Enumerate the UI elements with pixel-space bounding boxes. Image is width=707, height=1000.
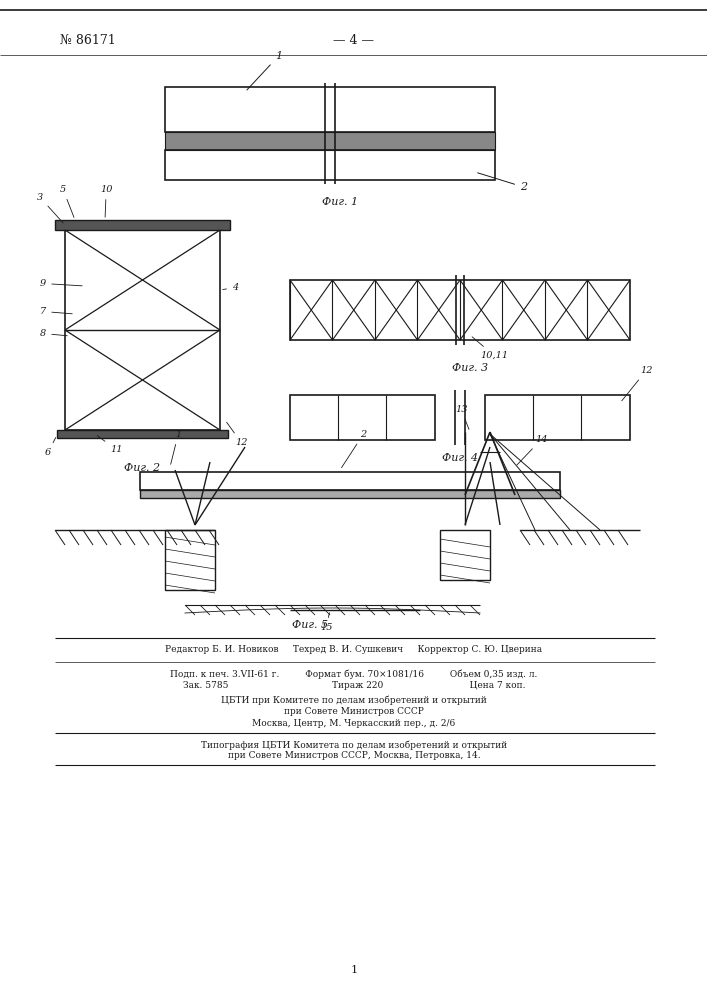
Bar [290, 395, 435, 440]
Text: Зак. 5785                                    Тираж 220                          : Зак. 5785 Тираж 220 [182, 682, 525, 690]
Text: Фиг. 5: Фиг. 5 [292, 620, 328, 630]
Text: 10,11: 10,11 [472, 337, 508, 360]
Text: 5: 5 [60, 185, 74, 217]
Text: 8: 8 [40, 329, 67, 338]
Text: 1: 1 [170, 430, 181, 464]
Text: 10: 10 [100, 185, 112, 217]
Text: 11: 11 [98, 436, 122, 454]
Bar [290, 280, 630, 340]
Bar [55, 220, 230, 230]
Bar [165, 530, 215, 590]
Text: 2: 2 [341, 430, 366, 468]
Text: Фиг. 3: Фиг. 3 [452, 363, 488, 373]
Bar [57, 430, 228, 438]
Text: 14: 14 [517, 435, 547, 465]
Text: 12: 12 [621, 366, 653, 401]
Text: 4: 4 [223, 283, 238, 292]
Text: 13: 13 [455, 405, 469, 429]
Bar [440, 530, 490, 580]
Text: Типография ЦБТИ Комитета по делам изобретений и открытий: Типография ЦБТИ Комитета по делам изобре… [201, 740, 507, 750]
Text: при Совете Министров СССР, Москва, Петровка, 14.: при Совете Министров СССР, Москва, Петро… [228, 752, 480, 760]
Text: Москва, Центр, М. Черкасский пер., д. 2/6: Москва, Центр, М. Черкасский пер., д. 2/… [252, 718, 455, 728]
Text: Фиг. 1: Фиг. 1 [322, 197, 358, 207]
Bar [165, 87, 495, 132]
Text: 1: 1 [351, 965, 358, 975]
Text: 1: 1 [247, 51, 282, 90]
Text: Редактор Б. И. Новиков     Техред В. И. Сушкевич     Корректор С. Ю. Цверина: Редактор Б. И. Новиков Техред В. И. Сушк… [165, 646, 542, 654]
Text: 6: 6 [45, 437, 56, 457]
Text: Фиг. 4: Фиг. 4 [442, 453, 478, 463]
Text: Подп. к печ. 3.VII-61 г.         Формат бум. 70×1081/16         Объем 0,35 изд. : Подп. к печ. 3.VII-61 г. Формат бум. 70×… [170, 669, 538, 679]
Text: — 4 —: — 4 — [334, 33, 375, 46]
Bar [140, 472, 560, 490]
Text: № 86171: № 86171 [60, 33, 116, 46]
Text: 2: 2 [478, 173, 527, 192]
Text: при Совете Министров СССР: при Совете Министров СССР [284, 708, 424, 716]
Bar [140, 490, 560, 498]
Text: Фиг. 2: Фиг. 2 [124, 463, 160, 473]
Text: 9: 9 [40, 279, 82, 288]
Text: 3: 3 [37, 193, 63, 223]
Text: 7: 7 [40, 307, 72, 316]
Bar [65, 230, 220, 430]
Bar [165, 150, 495, 180]
Bar [165, 132, 495, 150]
Text: 12: 12 [227, 422, 247, 447]
Bar [485, 395, 630, 440]
Text: ЦБТИ при Комитете по делам изобретений и открытий: ЦБТИ при Комитете по делам изобретений и… [221, 695, 487, 705]
Text: 15: 15 [320, 613, 332, 632]
